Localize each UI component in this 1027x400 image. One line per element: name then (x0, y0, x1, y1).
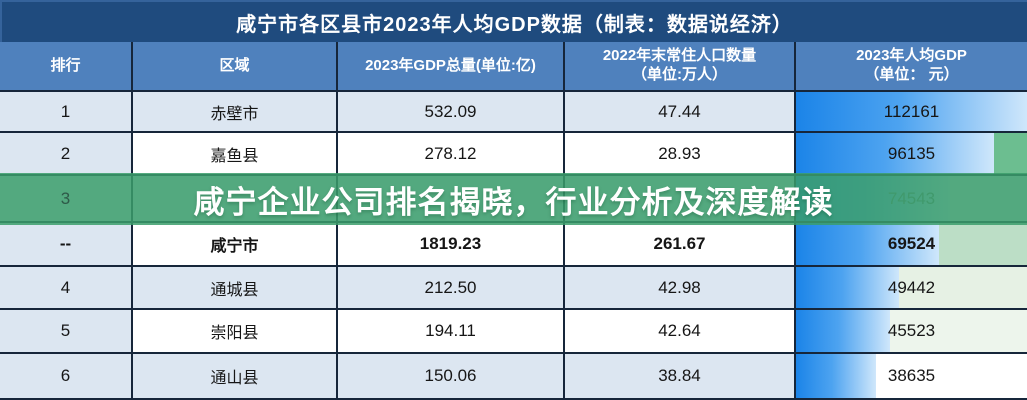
col-header-per-capita: 2023年人均GDP （单位： 元） (796, 42, 1027, 90)
cell-rank: -- (0, 223, 131, 265)
promo-banner-headline: 咸宁企业公司排名揭晓，行业分析及深度解读 (193, 184, 834, 220)
cell-gdp: 278.12 (338, 133, 563, 174)
cell-per-capita: 49442 (796, 267, 1027, 308)
per-capita-value: 96135 (887, 143, 936, 163)
per-capita-value: 69524 (887, 234, 936, 253)
cell-per-capita: 96135 (796, 133, 1027, 174)
col-header-rank: 排行 (0, 42, 131, 90)
cell-gdp: 212.50 (338, 267, 563, 308)
data-bar (796, 354, 876, 398)
cell-rank: 5 (0, 310, 131, 352)
col-header-gdp: 2023年GDP总量(单位:亿) (338, 42, 563, 90)
cell-rank: 6 (0, 354, 131, 398)
cell-gdp: 194.11 (338, 310, 563, 352)
data-bar (796, 267, 899, 308)
cell-per-capita: 38635 (796, 354, 1027, 398)
data-bar (796, 223, 940, 265)
promo-banner: 咸宁企业公司排名揭晓，行业分析及深度解读 (0, 173, 1027, 225)
page-title: 咸宁市各区县市2023年人均GDP数据（制表：数据说经济） (0, 0, 1027, 42)
per-capita-value: 112161 (883, 101, 940, 121)
gdp-table: 排行 区域 2023年GDP总量(单位:亿) 2022年末常住人口数量 （单位:… (0, 42, 1027, 400)
cell-per-capita: 112161 (796, 92, 1027, 131)
data-bar (796, 92, 1027, 131)
cell-rank: 1 (0, 92, 131, 131)
cell-per-capita: 45523 (796, 310, 1027, 352)
cell-rank: 4 (0, 267, 131, 308)
per-capita-value: 49442 (887, 277, 936, 297)
cell-region: 赤壁市 (133, 92, 336, 131)
cell-rank: 2 (0, 133, 131, 174)
cell-population: 42.64 (565, 310, 794, 352)
data-bar (796, 310, 890, 352)
cell-gdp: 150.06 (338, 354, 563, 398)
per-capita-value: 38635 (887, 366, 936, 385)
cell-population: 47.44 (565, 92, 794, 131)
cell-region: 通山县 (133, 354, 336, 398)
cell-population: 38.84 (565, 354, 794, 398)
rank-value: 3 (60, 188, 71, 208)
cell-region: 嘉鱼县 (133, 133, 336, 174)
col-header-population: 2022年末常住人口数量 （单位:万人） (565, 42, 794, 90)
col-header-region: 区域 (133, 42, 336, 90)
cell-region: 咸宁市 (133, 223, 336, 265)
cell-population: 28.93 (565, 133, 794, 174)
per-capita-value: 45523 (887, 321, 936, 340)
cell-per-capita: 69524 (796, 223, 1027, 265)
cell-region: 通城县 (133, 267, 336, 308)
cell-region: 崇阳县 (133, 310, 336, 352)
data-bar (796, 133, 994, 174)
cell-gdp: 532.09 (338, 92, 563, 131)
cell-gdp: 1819.23 (338, 223, 563, 265)
cell-population: 42.98 (565, 267, 794, 308)
cell-population: 261.67 (565, 223, 794, 265)
